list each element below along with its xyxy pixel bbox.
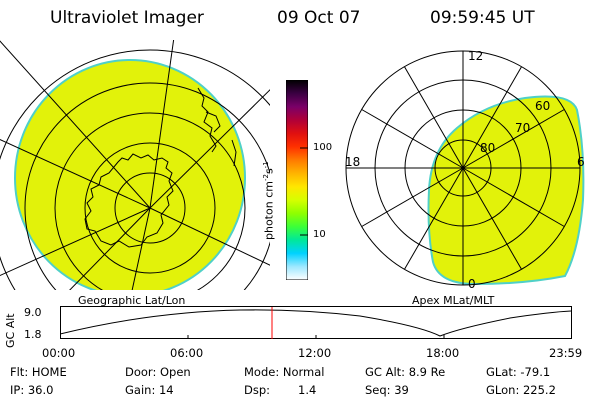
status-glat: GLat: -79.1 [486,365,551,379]
altitude-curve [60,309,572,337]
instrument-title: Ultraviolet Imager [50,8,204,28]
xtick-0600: 06:00 [170,346,204,360]
xtick-0000: 00:00 [42,346,76,360]
colorbar [285,79,309,281]
geographic-map [0,40,270,290]
colorbar-tick-100: 100 [313,142,333,153]
status-gain: Gain: 14 [125,383,174,397]
latitude-grid [0,49,270,290]
xtick-2359: 23:59 [549,346,583,360]
status-gcalt: GC Alt: 8.9 Re [365,365,446,379]
status-dsp-label: Dsp: [244,383,271,397]
emission-disk [14,59,246,290]
status-dsp-value: 1.4 [298,383,317,397]
alt-ytick-1-8: 1.8 [24,328,42,341]
colorbar-gradient [285,79,309,281]
mlt-grid [346,51,580,285]
apex-map: 12 18 6 0 60 70 80 [345,49,585,290]
status-mode: Mode: Normal [244,365,325,379]
status-seq: Seq: 39 [365,383,409,397]
mlat-label-70: 70 [515,121,530,135]
mlt-label-12: 12 [468,49,483,63]
alt-plot-ylabel: GC Alt [4,313,17,348]
mlt-label-18: 18 [345,155,360,169]
colorbar-unit-label: photon cm-2s-1 [262,161,276,240]
coastline [84,87,237,248]
geographic-caption: Geographic Lat/Lon [78,294,186,307]
time-label: 09:59:45 UT [430,8,535,28]
emission-region [427,95,585,286]
altitude-plot [60,306,572,339]
xtick-1800: 18:00 [426,346,460,360]
date-label: 09 Oct 07 [277,8,361,28]
xtick-1200: 12:00 [298,346,332,360]
apex-caption: Apex MLat/MLT [412,294,495,307]
status-door: Door: Open [125,365,191,379]
mlt-label-0: 0 [468,277,476,290]
longitude-grid [0,40,270,290]
status-ip: IP: 36.0 [10,383,54,397]
alt-ytick-9: 9.0 [24,306,42,319]
status-glon: GLon: 225.2 [486,383,556,397]
colorbar-tick-10: 10 [313,229,326,240]
mlat-label-80: 80 [480,141,495,155]
mlt-label-6: 6 [577,155,585,169]
status-flt: Flt: HOME [10,365,67,379]
mlat-label-60: 60 [535,99,550,113]
